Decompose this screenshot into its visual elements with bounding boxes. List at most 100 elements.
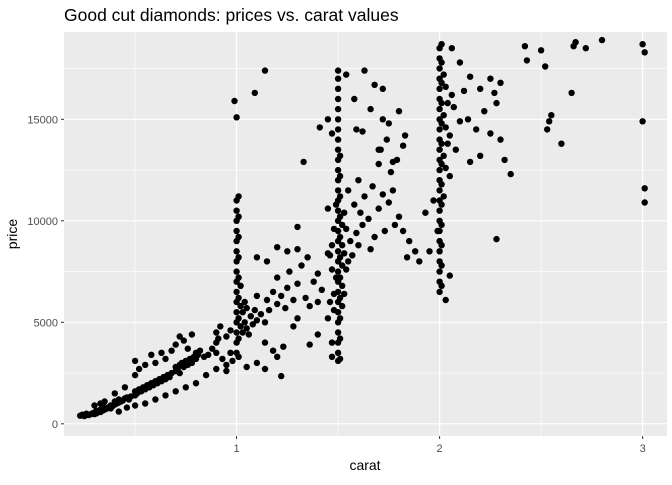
data-point: [438, 201, 445, 208]
data-point: [263, 296, 271, 304]
data-point: [294, 280, 301, 287]
data-point: [261, 339, 269, 346]
data-point: [168, 347, 175, 354]
data-point: [334, 349, 342, 356]
data-point: [412, 248, 419, 255]
data-point: [438, 140, 445, 147]
data-point: [341, 290, 348, 298]
data-point: [280, 343, 287, 350]
data-point: [336, 172, 344, 180]
data-point: [334, 207, 342, 214]
data-point: [444, 140, 451, 147]
data-point: [341, 209, 348, 216]
data-point: [422, 209, 429, 216]
data-point: [375, 160, 382, 168]
data-point: [355, 242, 362, 249]
data-point: [274, 353, 281, 360]
data-point: [436, 166, 443, 174]
data-point: [97, 400, 104, 407]
data-point: [438, 160, 445, 168]
x-axis-label: carat: [349, 457, 380, 473]
data-point: [274, 274, 281, 281]
x-tick-label: 2: [437, 443, 443, 455]
data-point: [253, 317, 261, 324]
data-point: [334, 187, 342, 194]
data-point: [306, 302, 313, 310]
data-point: [395, 213, 403, 220]
data-point: [598, 36, 606, 44]
data-point: [497, 136, 504, 143]
data-point: [227, 349, 234, 356]
data-point: [162, 392, 169, 399]
data-point: [235, 233, 242, 241]
data-point: [336, 193, 344, 200]
data-point: [351, 95, 358, 103]
data-point: [115, 408, 123, 415]
data-point: [282, 304, 289, 312]
data-point: [351, 201, 358, 208]
data-point: [641, 49, 648, 56]
data-point: [336, 335, 344, 342]
data-point: [172, 341, 179, 348]
data-point: [436, 146, 443, 153]
data-point: [369, 183, 376, 190]
data-point: [314, 270, 321, 277]
data-point: [361, 67, 368, 74]
data-point: [347, 237, 354, 245]
data-point: [233, 114, 240, 121]
data-point: [217, 323, 224, 330]
data-point: [332, 274, 340, 281]
data-point: [416, 258, 423, 265]
x-axis: 1 2 3: [234, 436, 646, 455]
data-point: [361, 193, 368, 200]
data-point: [466, 73, 474, 80]
data-point: [334, 116, 342, 123]
data-point: [205, 351, 212, 358]
data-point: [131, 357, 139, 365]
data-point: [359, 221, 366, 229]
data-point: [284, 248, 291, 255]
data-point: [233, 309, 240, 316]
data-point: [477, 152, 484, 159]
data-point: [464, 116, 472, 123]
data-point: [330, 306, 338, 314]
data-point: [330, 290, 338, 298]
data-point: [336, 233, 344, 241]
data-point: [261, 67, 269, 74]
data-point: [438, 120, 445, 127]
data-point: [442, 164, 449, 172]
y-tick-label: 15000: [27, 114, 58, 126]
data-point: [251, 89, 258, 97]
data-point: [300, 158, 307, 166]
data-point: [399, 142, 407, 149]
data-point: [274, 244, 281, 251]
data-point: [436, 248, 443, 255]
data-point: [278, 372, 285, 380]
data-point: [334, 166, 342, 174]
y-tick-label: 0: [52, 419, 58, 431]
data-point: [142, 361, 149, 369]
data-point: [251, 306, 258, 314]
data-point: [334, 67, 342, 74]
data-point: [383, 136, 390, 143]
data-point: [235, 353, 242, 360]
data-point: [641, 199, 648, 206]
data-point: [148, 351, 155, 358]
data-point: [523, 57, 531, 64]
data-point: [438, 41, 445, 48]
data-point: [367, 105, 374, 113]
data-point: [491, 89, 498, 97]
data-point: [330, 225, 338, 233]
data-point: [477, 85, 484, 93]
data-point: [213, 329, 220, 336]
data-point: [237, 282, 244, 289]
data-point: [336, 152, 344, 159]
data-point: [460, 87, 468, 95]
data-point: [436, 187, 443, 194]
data-point: [196, 347, 204, 354]
data-point: [233, 248, 240, 255]
data-point: [442, 296, 449, 304]
data-point: [389, 187, 397, 194]
y-axis-label: price: [4, 219, 20, 250]
data-point: [438, 99, 445, 107]
